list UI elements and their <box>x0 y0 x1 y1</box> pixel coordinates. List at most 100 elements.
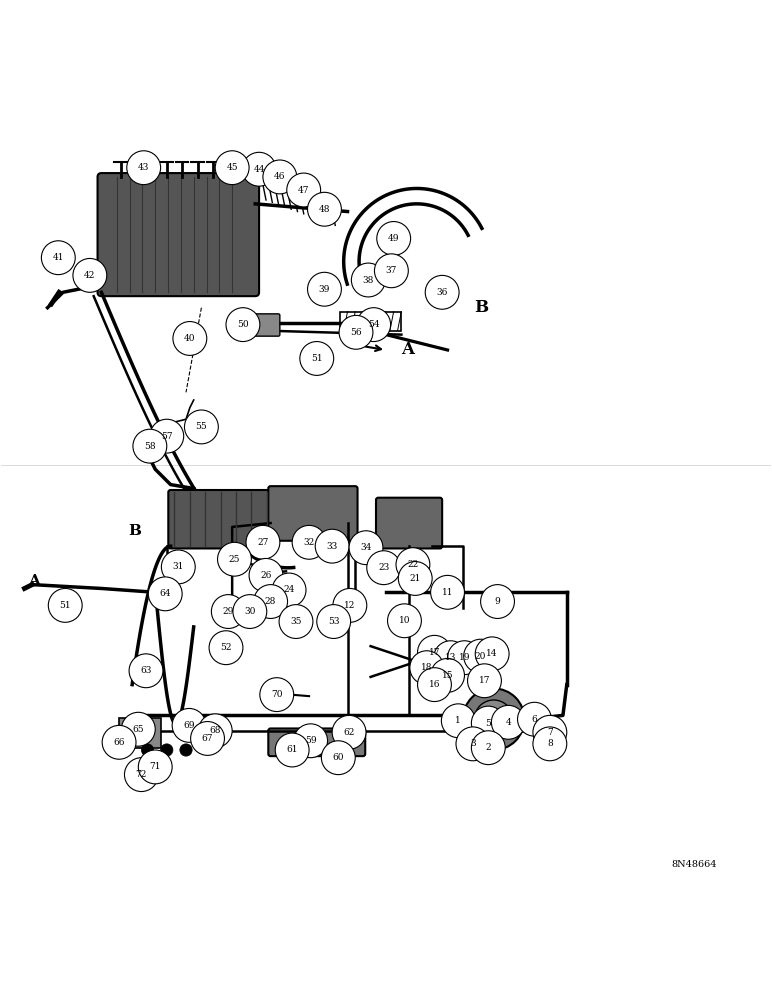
Circle shape <box>293 724 327 758</box>
Text: 8: 8 <box>547 739 553 748</box>
Text: 60: 60 <box>333 753 344 762</box>
Circle shape <box>431 575 465 609</box>
Text: 50: 50 <box>237 320 249 329</box>
Text: 59: 59 <box>305 736 317 745</box>
Circle shape <box>141 744 154 756</box>
Text: 11: 11 <box>442 588 453 597</box>
Circle shape <box>377 222 411 255</box>
Text: 47: 47 <box>298 186 310 195</box>
Circle shape <box>161 744 173 756</box>
Circle shape <box>398 562 432 595</box>
FancyBboxPatch shape <box>376 498 442 548</box>
Text: 40: 40 <box>184 334 195 343</box>
Circle shape <box>218 542 252 576</box>
Circle shape <box>279 605 313 638</box>
Circle shape <box>161 550 195 584</box>
Circle shape <box>273 573 306 607</box>
Circle shape <box>191 722 225 755</box>
Circle shape <box>388 604 422 638</box>
Text: 36: 36 <box>436 288 448 297</box>
Text: 35: 35 <box>290 617 302 626</box>
Circle shape <box>198 714 232 748</box>
Circle shape <box>124 758 158 792</box>
Text: 29: 29 <box>222 607 234 616</box>
Text: 27: 27 <box>257 538 269 547</box>
Text: 54: 54 <box>368 320 380 329</box>
Circle shape <box>102 725 136 759</box>
Circle shape <box>448 641 482 675</box>
Text: 51: 51 <box>59 601 71 610</box>
Text: 5: 5 <box>486 719 491 728</box>
Text: 22: 22 <box>408 560 418 569</box>
Circle shape <box>434 641 468 675</box>
Text: 31: 31 <box>173 562 184 571</box>
Text: 19: 19 <box>459 653 470 662</box>
Circle shape <box>307 272 341 306</box>
Text: 18: 18 <box>421 663 432 672</box>
Text: 66: 66 <box>113 738 125 747</box>
Text: 57: 57 <box>161 432 173 441</box>
Circle shape <box>396 548 430 582</box>
Text: 58: 58 <box>144 442 156 451</box>
Text: 17: 17 <box>428 648 440 657</box>
Circle shape <box>246 525 279 559</box>
Circle shape <box>492 705 525 739</box>
Circle shape <box>442 704 476 738</box>
Text: A: A <box>29 574 40 588</box>
Text: B: B <box>128 524 141 538</box>
Circle shape <box>133 429 167 463</box>
Text: 45: 45 <box>226 163 238 172</box>
Text: 53: 53 <box>328 617 340 626</box>
Circle shape <box>157 591 176 609</box>
Circle shape <box>209 631 243 665</box>
Circle shape <box>418 668 452 702</box>
Text: 34: 34 <box>361 543 371 552</box>
Circle shape <box>172 708 206 742</box>
Text: 6: 6 <box>532 715 537 724</box>
Circle shape <box>263 160 296 194</box>
Circle shape <box>215 151 249 185</box>
Text: 30: 30 <box>244 607 256 616</box>
Circle shape <box>533 715 567 749</box>
Circle shape <box>173 322 207 355</box>
Text: 48: 48 <box>319 205 330 214</box>
Text: 37: 37 <box>386 266 397 275</box>
Circle shape <box>242 152 276 186</box>
Text: 28: 28 <box>265 597 276 606</box>
Circle shape <box>300 342 334 375</box>
Text: 65: 65 <box>133 725 144 734</box>
Text: 26: 26 <box>260 571 272 580</box>
Text: 62: 62 <box>344 728 355 737</box>
Circle shape <box>472 731 505 765</box>
Circle shape <box>517 702 551 736</box>
Text: 67: 67 <box>201 734 213 743</box>
Circle shape <box>464 639 497 673</box>
Text: B: B <box>475 299 489 316</box>
Text: 14: 14 <box>486 649 498 658</box>
Text: 72: 72 <box>136 770 147 779</box>
Text: 32: 32 <box>303 538 315 547</box>
Text: 52: 52 <box>220 643 232 652</box>
FancyBboxPatch shape <box>97 173 259 296</box>
Text: 3: 3 <box>470 739 476 748</box>
Circle shape <box>431 658 465 692</box>
Circle shape <box>73 258 107 292</box>
Text: 13: 13 <box>445 653 456 662</box>
Text: 41: 41 <box>52 253 64 262</box>
FancyBboxPatch shape <box>269 486 357 541</box>
FancyBboxPatch shape <box>231 314 279 336</box>
Text: 64: 64 <box>160 589 171 598</box>
Circle shape <box>418 635 452 669</box>
Circle shape <box>138 750 172 784</box>
Text: 55: 55 <box>195 422 207 431</box>
Circle shape <box>49 588 82 622</box>
Text: 42: 42 <box>84 271 96 280</box>
Circle shape <box>121 712 155 746</box>
Circle shape <box>249 558 283 592</box>
Circle shape <box>226 308 260 342</box>
Circle shape <box>476 637 509 671</box>
Circle shape <box>351 263 385 297</box>
Circle shape <box>185 410 218 444</box>
Text: 1: 1 <box>455 716 461 725</box>
Text: 20: 20 <box>475 652 486 661</box>
